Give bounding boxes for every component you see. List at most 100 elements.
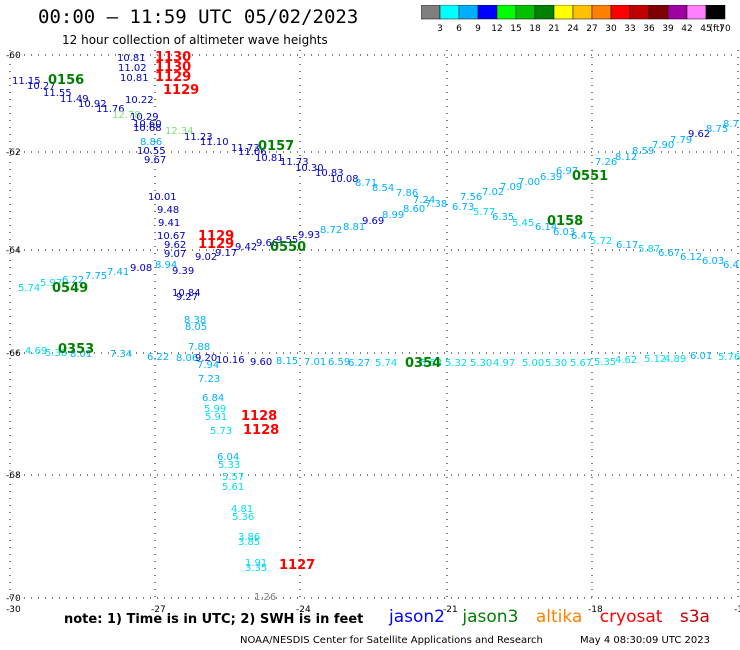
pass-time-label: 1128 <box>243 423 279 438</box>
legend-label: 6 <box>456 24 462 34</box>
swh-value-label: 5.73 <box>210 426 232 437</box>
pass-time-label: 0156 <box>48 73 84 88</box>
swh-value-label: 12.78 <box>112 110 141 121</box>
swh-value-label: 11.10 <box>200 137 229 148</box>
legend-label: 42 <box>681 24 692 34</box>
legend-label: 33 <box>624 24 635 34</box>
swh-value-label: 5.38 <box>45 348 67 359</box>
swh-value-label: 9.93 <box>298 230 320 241</box>
swh-value-label: 1.91 <box>245 558 267 569</box>
sat-cryosat: cryosat <box>599 607 663 627</box>
lat-tick-label: -62 <box>6 148 21 158</box>
swh-value-label: 9.27 <box>176 292 198 303</box>
swh-value-label: 9.02 <box>195 252 217 263</box>
swh-value-label: 7.90 <box>652 140 674 151</box>
legend-label: 39 <box>662 24 674 34</box>
swh-value-label: 10.81 <box>255 153 284 164</box>
swh-value-label: 5.91 <box>205 412 227 423</box>
axis-tick-labels: -60 -62 -64 -66 -68 -70-30 -27 -24 -21 -18 -15 <box>6 51 740 615</box>
swh-value-label: 7.02 <box>482 187 504 198</box>
swh-value-label: 8.01 <box>70 349 92 360</box>
swh-value-label: 11.15 <box>12 76 41 87</box>
swh-value-label: 8.75 <box>706 124 728 135</box>
swh-value-label: 9.39 <box>172 266 194 277</box>
swh-value-label: 12.34 <box>165 126 194 137</box>
swh-value-label: 8.54 <box>372 183 394 194</box>
swh-value-label: 10.01 <box>148 192 177 203</box>
swh-value-label: 3.85 <box>238 537 260 548</box>
pass-time-label: 0549 <box>52 281 88 296</box>
swh-value-label: 5.36 <box>232 512 254 523</box>
lon-tick-label: -21 <box>443 605 458 615</box>
swh-value-label: 7.23 <box>198 374 220 385</box>
swh-values: 10.8111.0210.8111.1510.2711.5511.4910.92… <box>12 53 740 603</box>
swh-value-label: 10.30 <box>295 163 324 174</box>
satellite-legend: jason2 jason3 altika cryosat s3a <box>389 607 722 627</box>
swh-value-label: 9.48 <box>157 205 179 216</box>
swh-value-label: 7.09 <box>500 182 522 193</box>
swh-value-label: 7.24 <box>413 195 435 206</box>
swh-value-label: 6.59 <box>328 357 350 368</box>
lat-tick-label: -66 <box>6 349 21 359</box>
swh-value-label: 9.69 <box>362 216 384 227</box>
swh-value-label: 7.56 <box>460 192 482 203</box>
pass-time-labels: 1130113011291129015601570551015811291129… <box>48 50 608 573</box>
pass-time-label: 0353 <box>58 342 94 357</box>
pass-time-label: 1129 <box>198 237 234 252</box>
swh-value-label: 8.71 <box>355 178 377 189</box>
pass-time-label: 1129 <box>155 70 191 85</box>
swh-value-label: 9.42 <box>235 242 257 253</box>
swh-value-label: 5.00 <box>522 358 544 369</box>
swh-value-label: 10.81 <box>117 53 146 64</box>
footer-timestamp: May 4 08:30:09 UTC 2023 <box>580 635 710 646</box>
swh-value-label: 7.86 <box>396 188 418 199</box>
swh-value-label: 6.01 <box>690 351 712 362</box>
legend-label: 21 <box>548 24 559 34</box>
swh-value-label: 8.06 <box>176 353 198 364</box>
legend-label: 36 <box>643 24 655 34</box>
swh-value-label: 5.32 <box>445 358 467 369</box>
swh-value-label: 8.7 <box>723 119 739 130</box>
swh-value-label: 6.97 <box>556 166 578 177</box>
legend-label: 70 <box>719 24 731 34</box>
legend-label: 9 <box>475 24 481 34</box>
color-scale-legend: 3 6 9 12 15 18 21 24 27 30 33 36 39 42 45 70(ft) <box>421 5 731 34</box>
swh-value-label: 9.07 <box>164 249 186 260</box>
swh-value-label: 5.12 <box>644 354 666 365</box>
pass-time-label: 1129 <box>198 229 234 244</box>
legend-label: 18 <box>529 24 541 34</box>
lon-tick-label: -27 <box>151 605 166 615</box>
swh-value-label: 10.60 <box>133 119 162 130</box>
legend-swatch <box>705 5 726 20</box>
swh-value-label: 11.73 <box>231 143 260 154</box>
swh-value-label: 5.35 <box>594 357 616 368</box>
swh-value-label: 6.27 <box>348 358 370 369</box>
swh-value-label: 11.49 <box>60 94 89 105</box>
swh-value-label: 10.67 <box>157 231 186 242</box>
swh-value-label: 5.57 <box>222 472 244 483</box>
swh-value-label: 7.34 <box>110 349 132 360</box>
swh-value-label: 3.35 <box>245 563 267 574</box>
swh-value-label: 8.94 <box>155 260 177 271</box>
swh-value-label: 7.01 <box>304 357 326 368</box>
swh-value-label: 8.81 <box>343 222 365 233</box>
legend-label: 3 <box>437 24 443 34</box>
swh-value-label: 11.55 <box>43 88 72 99</box>
swh-value-label: 3.86 <box>238 532 260 543</box>
swh-value-label: 9.62 <box>688 129 710 140</box>
swh-value-label: 10.55 <box>137 146 166 157</box>
swh-value-label: 9.55 <box>276 235 298 246</box>
swh-value-label: 5.30 <box>545 358 567 369</box>
swh-value-label: 11.73 <box>280 157 309 168</box>
swh-value-label: 4.89 <box>664 354 686 365</box>
swh-value-label: 6.4 <box>723 260 739 271</box>
swh-value-label: 7.88 <box>188 342 210 353</box>
pass-time-label: 1127 <box>279 558 315 573</box>
swh-value-label: 5.74 <box>375 358 397 369</box>
swh-value-label: 8.99 <box>382 210 404 221</box>
swh-value-label: 5.97 <box>40 278 62 289</box>
swh-value-label: 10.22 <box>125 95 154 106</box>
swh-value-label: 8.72 <box>320 225 342 236</box>
swh-value-label: 10.68 <box>133 123 162 134</box>
